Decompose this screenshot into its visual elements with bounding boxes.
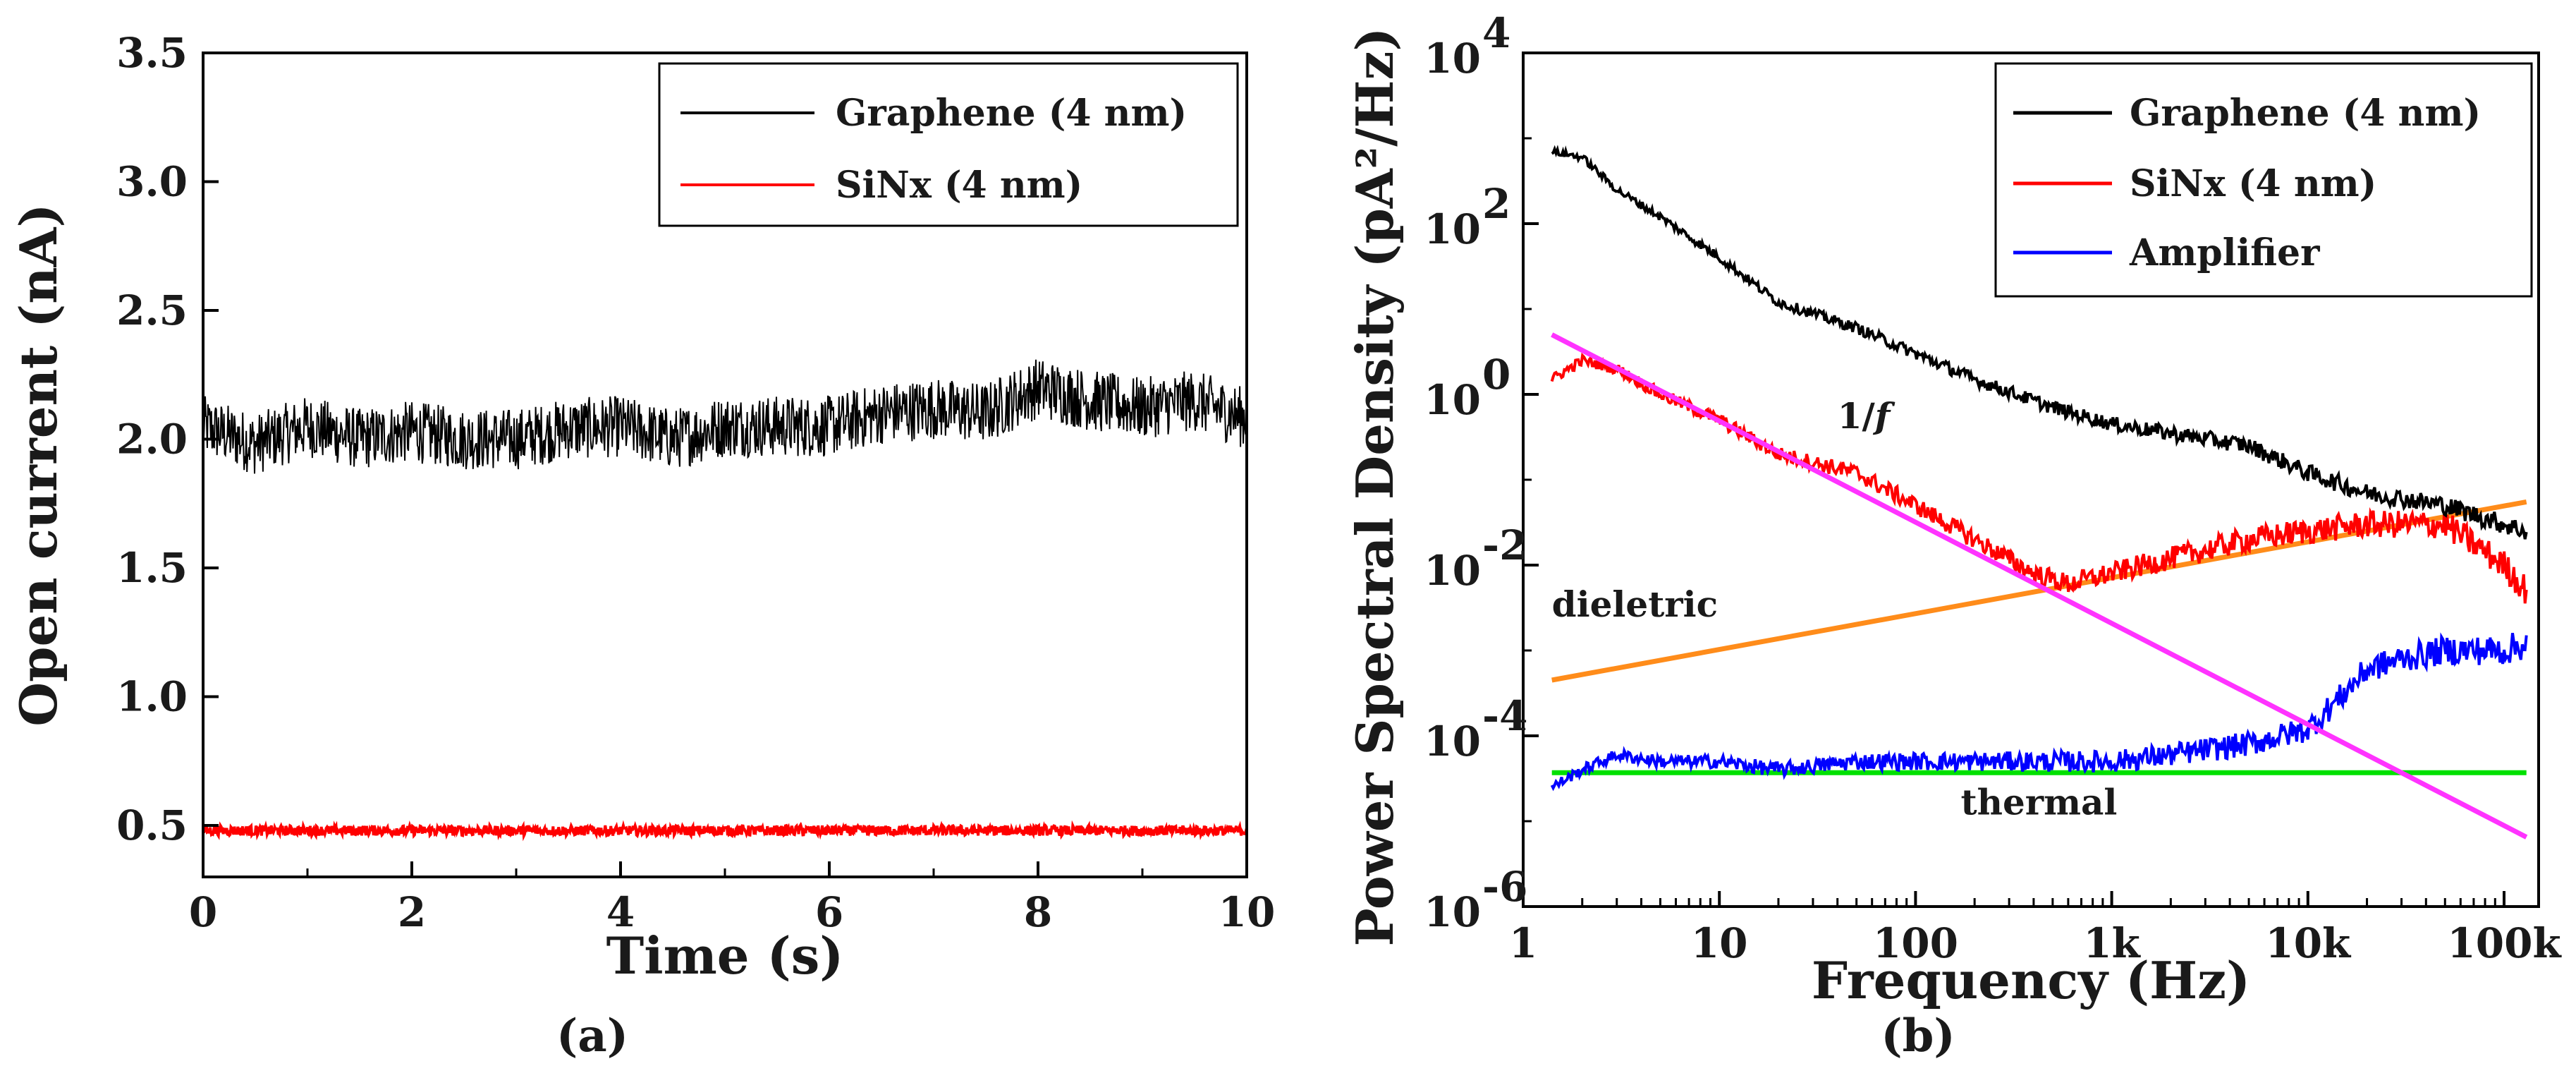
- panel-a-y-tick-label: 2.0: [116, 416, 188, 464]
- panel-b-legend-label-amplifier: Amplifier: [2129, 231, 2320, 274]
- panel-a-y-tick-label: 0.5: [116, 801, 188, 849]
- panel-a-x-tick-label: 2: [398, 888, 426, 936]
- panel-a-label: (a): [556, 1010, 628, 1062]
- panel-b-y-tick-exponent: 2: [1482, 180, 1510, 228]
- panel-b-y-tick-label: 10: [1424, 205, 1481, 253]
- panel-a-x-tick-label: 8: [1024, 888, 1052, 936]
- panel-a-legend: Graphene (4 nm) SiNx (4 nm): [658, 62, 1239, 227]
- panel-a-y-tick-label: 1.5: [116, 544, 188, 592]
- panel-b-x-axis-label: Frequency (Hz): [1812, 950, 2250, 1010]
- panel-b-annotation: 1/f: [1838, 395, 1896, 437]
- panel-b-y-tick-label: 10: [1424, 376, 1481, 424]
- panel-b-y-tick-label: 10: [1424, 717, 1481, 765]
- panel-b-label: (b): [1881, 1010, 1955, 1062]
- panel-b-y-tick-label: 10: [1424, 35, 1481, 83]
- panel-a-x-tick-label: 4: [606, 888, 635, 936]
- panel-b-annotation: dieletric: [1552, 583, 1718, 625]
- panel-a-legend-label-graphene: Graphene (4 nm): [836, 92, 1187, 135]
- panel-a-x-tick-label: 6: [815, 888, 843, 936]
- panel-a-y-axis-label: Open current (nA): [8, 203, 68, 726]
- panel-b-y-axis-label: Power Spectral Density (pA²/Hz): [1345, 28, 1405, 947]
- panel-b-annotations: 1/f dieletric thermal: [1552, 395, 2118, 823]
- panel-b-x-tick-label: 100: [1873, 919, 1958, 967]
- panel-b-legend-box: [1994, 62, 2533, 298]
- panel-b-series-line-2: [1550, 632, 2528, 792]
- panel-b-y-tick-exponent: 4: [1482, 9, 1510, 57]
- panel-b-annotation-emph: f: [1873, 395, 1896, 437]
- panel-b-series-line-0: [1551, 145, 2528, 540]
- panel-a-legend-box: [658, 62, 1239, 227]
- panel-a-series-line-1: [202, 820, 1248, 842]
- panel-b-series-line-1: [1550, 352, 2528, 604]
- panel-b-x-tick-label: 10: [1691, 919, 1748, 967]
- panel-a-y-tick-label: 3.5: [116, 29, 188, 77]
- panel-b-x-tick-label: 10k: [2265, 919, 2352, 967]
- panel-b-x-tick-label: 1k: [2083, 919, 2141, 967]
- panel-b-x-tick-label: 100k: [2447, 919, 2562, 967]
- panel-b-series: [1550, 145, 2528, 840]
- panel-b-y-tick-label: 10: [1424, 547, 1481, 595]
- panel-a-series-line-0: [202, 359, 1247, 474]
- panel-a: 0 2 4 6 8 10 0.5 1.0 1.5 2.0 2.5 3.0 3.5 Time (s) Op…: [8, 29, 1275, 1062]
- panel-a-x-tick-label: 10: [1219, 888, 1276, 936]
- panel-a-x-tick-label: 0: [189, 888, 217, 936]
- panel-b-y-tick-exponent: -6: [1482, 863, 1527, 911]
- panel-b-legend: Graphene (4 nm) SiNx (4 nm) Amplifier: [1994, 62, 2533, 298]
- panel-b-y-tick-label: 10: [1424, 888, 1481, 936]
- panel-b-x-tick-label: 1: [1509, 919, 1537, 967]
- panel-b-y-tick-exponent: -2: [1482, 521, 1527, 569]
- panel-a-y-tick-label: 2.5: [116, 286, 188, 334]
- panel-b-legend-label-sinx: SiNx (4 nm): [2130, 162, 2376, 205]
- panel-a-x-axis-label: Time (s): [606, 926, 844, 986]
- panel-a-legend-label-sinx: SiNx (4 nm): [836, 164, 1082, 207]
- panel-a-ticks: 0 2 4 6 8 10 0.5 1.0 1.5 2.0 2.5 3.0 3.5: [116, 29, 1275, 936]
- panel-b-annotation: thermal: [1961, 781, 2118, 823]
- panel-b-y-tick-exponent: 0: [1482, 351, 1510, 399]
- panel-a-y-tick-label: 1.0: [116, 673, 188, 721]
- panel-b-y-tick-exponent: -4: [1482, 692, 1527, 740]
- panel-a-series: [202, 359, 1248, 842]
- panel-b-legend-label-graphene: Graphene (4 nm): [2130, 92, 2481, 135]
- panel-a-y-tick-label: 3.0: [116, 158, 188, 206]
- panel-b-series-line-3: [1551, 332, 2528, 840]
